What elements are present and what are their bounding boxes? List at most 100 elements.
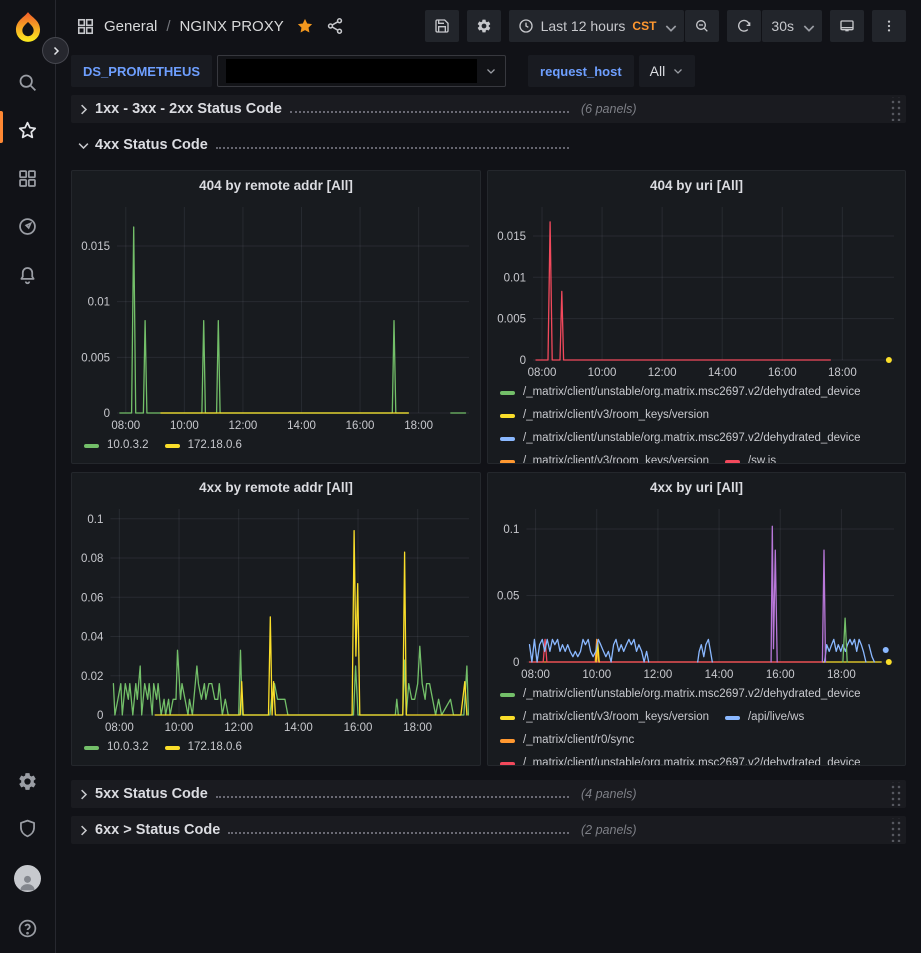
panel-title[interactable]: 404 by uri [All]: [488, 171, 905, 199]
panel-title[interactable]: 404 by remote addr [All]: [72, 171, 480, 199]
panel-title[interactable]: 4xx by remote addr [All]: [72, 473, 480, 501]
more-options-kebab-icon[interactable]: [872, 10, 906, 42]
time-series-plot: 00.0050.010.01508:0010:0012:0014:0016:00…: [488, 199, 905, 381]
dashboards-icon[interactable]: [17, 168, 38, 189]
legend-swatch: [725, 716, 740, 720]
time-series-plot: 00.020.040.060.080.108:0010:0012:0014:00…: [72, 501, 480, 736]
legend-item[interactable]: /_matrix/client/v3/room_keys/version: [500, 452, 709, 463]
variables-submenu: DS_PROMETHEUS request_host All: [56, 52, 921, 90]
refresh-interval-dropdown[interactable]: 30s: [762, 10, 822, 42]
legend-label: /api/live/ws: [748, 708, 804, 727]
x-axis-tick-label: 10:00: [582, 669, 611, 681]
legend-item[interactable]: 172.18.0.6: [165, 738, 242, 757]
series-line: [120, 227, 409, 413]
save-dashboard-button[interactable]: [425, 10, 459, 42]
panel-title[interactable]: 4xx by uri [All]: [488, 473, 905, 501]
panel-404-by-remote-addr: 404 by remote addr [All] 00.0050.010.015…: [71, 170, 481, 464]
x-axis-tick-label: 12:00: [644, 669, 673, 681]
row-title: 5xx Status Code: [95, 786, 208, 802]
breadcrumb: General / NGINX PROXY: [76, 17, 344, 36]
drag-handle-icon[interactable]: [889, 782, 901, 806]
row-header-5xx[interactable]: 5xx Status Code (4 panels): [71, 780, 906, 808]
series-line: [113, 646, 468, 715]
x-axis-tick-label: 08:00: [521, 669, 550, 681]
x-axis-tick-label: 08:00: [528, 367, 557, 379]
panel-grid: 404 by remote addr [All] 00.0050.010.015…: [71, 170, 906, 766]
y-axis-tick-label: 0: [513, 657, 519, 669]
user-avatar[interactable]: [14, 865, 41, 892]
legend-item[interactable]: 10.0.3.2: [84, 738, 149, 757]
row-header-6xx[interactable]: 6xx > Status Code (2 panels): [71, 816, 906, 844]
search-icon[interactable]: [17, 72, 38, 93]
refresh-button[interactable]: [727, 10, 761, 42]
explore-compass-icon[interactable]: [17, 216, 38, 237]
chart-svg: 00.0050.010.01508:0010:0012:0014:0016:00…: [488, 199, 905, 381]
legend-label: 10.0.3.2: [107, 738, 149, 757]
drag-handle-icon[interactable]: [889, 97, 901, 121]
legend-swatch: [500, 460, 515, 464]
legend-label: 172.18.0.6: [188, 436, 242, 455]
y-axis-tick-label: 0.1: [87, 514, 103, 526]
dashboard-title[interactable]: NGINX PROXY: [180, 18, 284, 35]
dashboard-settings-button[interactable]: [467, 10, 501, 42]
row-header-4xx[interactable]: 4xx Status Code: [71, 131, 906, 159]
legend-item[interactable]: /_matrix/client/unstable/org.matrix.msc2…: [500, 429, 861, 448]
legend-swatch: [500, 739, 515, 743]
legend-item[interactable]: /_matrix/client/v3/room_keys/version: [500, 708, 709, 727]
chevron-down-icon: [663, 20, 675, 32]
settings-gear-icon[interactable]: [17, 771, 38, 792]
grafana-logo-icon[interactable]: [11, 10, 45, 44]
panel-legend: /_matrix/client/unstable/org.matrix.msc2…: [488, 683, 905, 765]
series-line: [530, 639, 827, 662]
time-range-picker[interactable]: Last 12 hours CST: [509, 10, 685, 42]
legend-item[interactable]: /_matrix/client/r0/sync: [500, 731, 634, 750]
legend-item[interactable]: /_matrix/client/v3/room_keys/version: [500, 406, 709, 425]
alerting-bell-icon[interactable]: [17, 264, 38, 285]
help-icon[interactable]: [17, 918, 38, 939]
starred-dashboards-icon[interactable]: [17, 120, 38, 141]
legend-label: /_matrix/client/v3/room_keys/version: [523, 708, 709, 727]
legend-item[interactable]: /_matrix/client/unstable/org.matrix.msc2…: [500, 383, 861, 402]
y-axis-tick-label: 0.015: [497, 231, 526, 243]
legend-item[interactable]: 172.18.0.6: [165, 436, 242, 455]
legend-swatch: [500, 414, 515, 418]
legend-label: /_matrix/client/unstable/org.matrix.msc2…: [523, 685, 861, 704]
x-axis-tick-label: 18:00: [404, 420, 433, 432]
series-point: [883, 647, 889, 653]
panel-legend: 10.0.3.2 172.18.0.6: [72, 434, 480, 463]
x-axis-tick-label: 18:00: [828, 367, 857, 379]
legend-swatch: [84, 746, 99, 750]
x-axis-tick-label: 12:00: [648, 367, 677, 379]
favorite-star-icon[interactable]: [296, 17, 314, 35]
admin-shield-icon[interactable]: [17, 818, 38, 839]
legend-item[interactable]: /api/live/ws: [725, 708, 804, 727]
request-host-select[interactable]: All: [639, 55, 696, 87]
row-header-1xx-3xx-2xx[interactable]: 1xx - 3xx - 2xx Status Code (6 panels): [71, 95, 906, 123]
legend-swatch: [165, 746, 180, 750]
chevron-down-icon: [801, 20, 813, 32]
legend-item[interactable]: /_matrix/client/unstable/org.matrix.msc2…: [500, 754, 861, 765]
chevron-down-icon: [485, 65, 497, 77]
zoom-out-button[interactable]: [685, 10, 719, 42]
x-axis-tick-label: 14:00: [287, 420, 316, 432]
y-axis-tick-label: 0.02: [81, 671, 103, 683]
sidebar-expand-button[interactable]: [42, 37, 69, 64]
dotted-leader: [290, 111, 569, 113]
x-axis-tick-label: 08:00: [105, 722, 134, 734]
legend-item[interactable]: /sw.js: [725, 452, 776, 463]
row-title: 1xx - 3xx - 2xx Status Code: [95, 101, 282, 117]
chart-svg: 00.0050.010.01508:0010:0012:0014:0016:00…: [72, 199, 480, 434]
legend-swatch: [165, 444, 180, 448]
x-axis-tick-label: 16:00: [766, 669, 795, 681]
share-icon[interactable]: [326, 17, 344, 35]
series-line: [822, 550, 825, 662]
drag-handle-icon[interactable]: [889, 818, 901, 842]
kiosk-mode-button[interactable]: [830, 10, 864, 42]
legend-item[interactable]: /_matrix/client/unstable/org.matrix.msc2…: [500, 685, 861, 704]
legend-item[interactable]: 10.0.3.2: [84, 436, 149, 455]
datasource-select[interactable]: [217, 55, 506, 87]
time-range-label: Last 12 hours: [541, 18, 626, 34]
time-series-plot: 00.050.108:0010:0012:0014:0016:0018:00: [488, 501, 905, 683]
breadcrumb-section[interactable]: General: [104, 18, 157, 35]
time-series-plot: 00.0050.010.01508:0010:0012:0014:0016:00…: [72, 199, 480, 434]
